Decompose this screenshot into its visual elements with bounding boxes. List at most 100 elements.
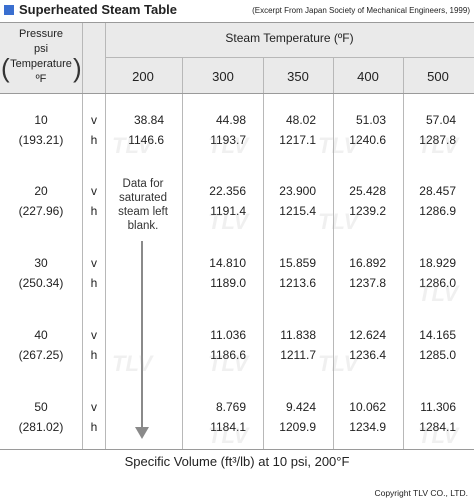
note-line: blank. [127,220,159,232]
value-cell-200: 38.84 1146.6 [108,110,164,150]
h-value: 1193.7 [210,133,246,147]
v-value: 38.84 [133,113,164,127]
steam-temperature-header: Steam Temperature (ºF) [225,31,354,45]
value-cell-500: 57.04 1287.8 [404,110,456,150]
down-arrow-shaft [141,241,143,429]
property-labels: v h [82,325,106,365]
value-cell-300: 8.769 1184.1 [190,397,246,437]
v-value: 23.900 [279,184,316,198]
value-cell-400: 25.428 1239.2 [334,181,386,221]
pressure-cell: 50 (281.02) [0,397,82,437]
h-value: 1237.8 [349,276,386,290]
v-value: 22.356 [209,184,246,198]
property-labels: v h [82,110,106,150]
v-value: 12.624 [349,328,386,342]
note-line: steam left [118,206,168,218]
down-arrow-icon [135,427,149,439]
h-value: 1240.6 [349,133,386,147]
value-cell-400: 10.062 1234.9 [334,397,386,437]
v-label: v [91,113,97,127]
pressure-cell: 30 (250.34) [0,253,82,293]
temp-header-350: 350 [287,69,309,84]
h-label: h [90,348,98,362]
h-value: 1217.1 [279,133,316,147]
v-value: 28.457 [419,184,456,198]
pressure-value: 10 [34,113,48,127]
saturation-temp: (267.25) [18,348,64,362]
h-label: h [90,420,98,434]
table-header-background [0,23,474,93]
value-cell-300: 22.356 1191.4 [190,181,246,221]
saturation-temp: (250.34) [18,276,64,290]
h-value: 1285.0 [419,348,456,362]
property-labels: v h [82,253,106,293]
value-cell-350: 11.838 1211.7 [264,325,316,365]
v-label: v [91,256,97,270]
note-line: saturated [119,192,167,204]
h-value: 1211.7 [280,348,316,362]
value-cell-350: 23.900 1215.4 [264,181,316,221]
value-cell-500: 28.457 1286.9 [404,181,456,221]
v-value: 8.769 [215,400,246,414]
value-cell-500: 11.306 1284.1 [404,397,456,437]
v-value: 11.036 [210,328,246,342]
h-value: 1286.0 [419,276,456,290]
source-note: (Excerpt From Japan Society of Mechanica… [252,6,470,15]
property-labels: v h [82,181,106,221]
left-paren-glyph: ( [1,53,10,83]
saturated-steam-note: Data for saturated steam left blank. [108,177,178,233]
value-cell-500: 14.165 1285.0 [404,325,456,365]
saturation-temp: (193.21) [18,133,64,147]
v-value: 16.892 [349,256,386,270]
h-value: 1236.4 [349,348,386,362]
v-value: 15.859 [279,256,316,270]
value-cell-350: 48.02 1217.1 [264,110,316,150]
v-value: 10.062 [349,400,386,414]
temp-header-500: 500 [427,69,449,84]
value-cell-500: 18.929 1286.0 [404,253,456,293]
v-value: 9.424 [285,400,316,414]
v-value: 11.306 [420,400,456,414]
temp-header-300: 300 [212,69,234,84]
pressure-value: 30 [34,256,48,270]
pressure-header-line4: ºF [35,73,47,85]
title-bullet-icon [4,5,14,15]
v-value: 18.929 [419,256,456,270]
property-labels: v h [82,397,106,437]
pressure-cell: 40 (267.25) [0,325,82,365]
v-value: 14.165 [419,328,456,342]
saturation-temp: (227.96) [18,204,64,218]
v-value: 48.02 [285,113,316,127]
value-cell-400: 51.03 1240.6 [334,110,386,150]
steam-table: Pressure psi Temperature ºF ( ) Steam Te… [0,22,474,450]
h-label: h [90,204,98,218]
h-value: 1287.8 [419,133,456,147]
h-value: 1213.6 [279,276,316,290]
h-value: 1209.9 [279,420,316,434]
h-value: 1215.4 [279,204,316,218]
pressure-cell: 20 (227.96) [0,181,82,221]
value-cell-400: 12.624 1236.4 [334,325,386,365]
value-cell-350: 15.859 1213.6 [264,253,316,293]
v-value: 57.04 [425,113,456,127]
v-value: 14.810 [209,256,246,270]
right-paren-glyph: ) [73,53,82,83]
page-title: Superheated Steam Table [19,2,177,17]
pressure-value: 40 [34,328,48,342]
pressure-value: 50 [34,400,48,414]
specific-volume-caption: Specific Volume (ft³/lb) at 10 psi, 200°… [124,454,350,469]
h-value: 1239.2 [349,204,386,218]
h-value: 1191.4 [210,204,246,218]
value-cell-300: 11.036 1186.6 [190,325,246,365]
v-value: 11.838 [280,328,316,342]
pressure-header-line1: Pressure [18,28,64,40]
h-value: 1284.1 [419,420,456,434]
h-value: 1286.9 [419,204,456,218]
h-value: 1146.6 [128,133,164,147]
v-value: 51.03 [355,113,386,127]
v-value: 25.428 [349,184,386,198]
temp-header-400: 400 [357,69,379,84]
copyright-text: Copyright TLV CO., LTD. [374,488,468,498]
h-value: 1234.9 [349,420,386,434]
pressure-header: Pressure psi Temperature ºF [0,27,82,87]
